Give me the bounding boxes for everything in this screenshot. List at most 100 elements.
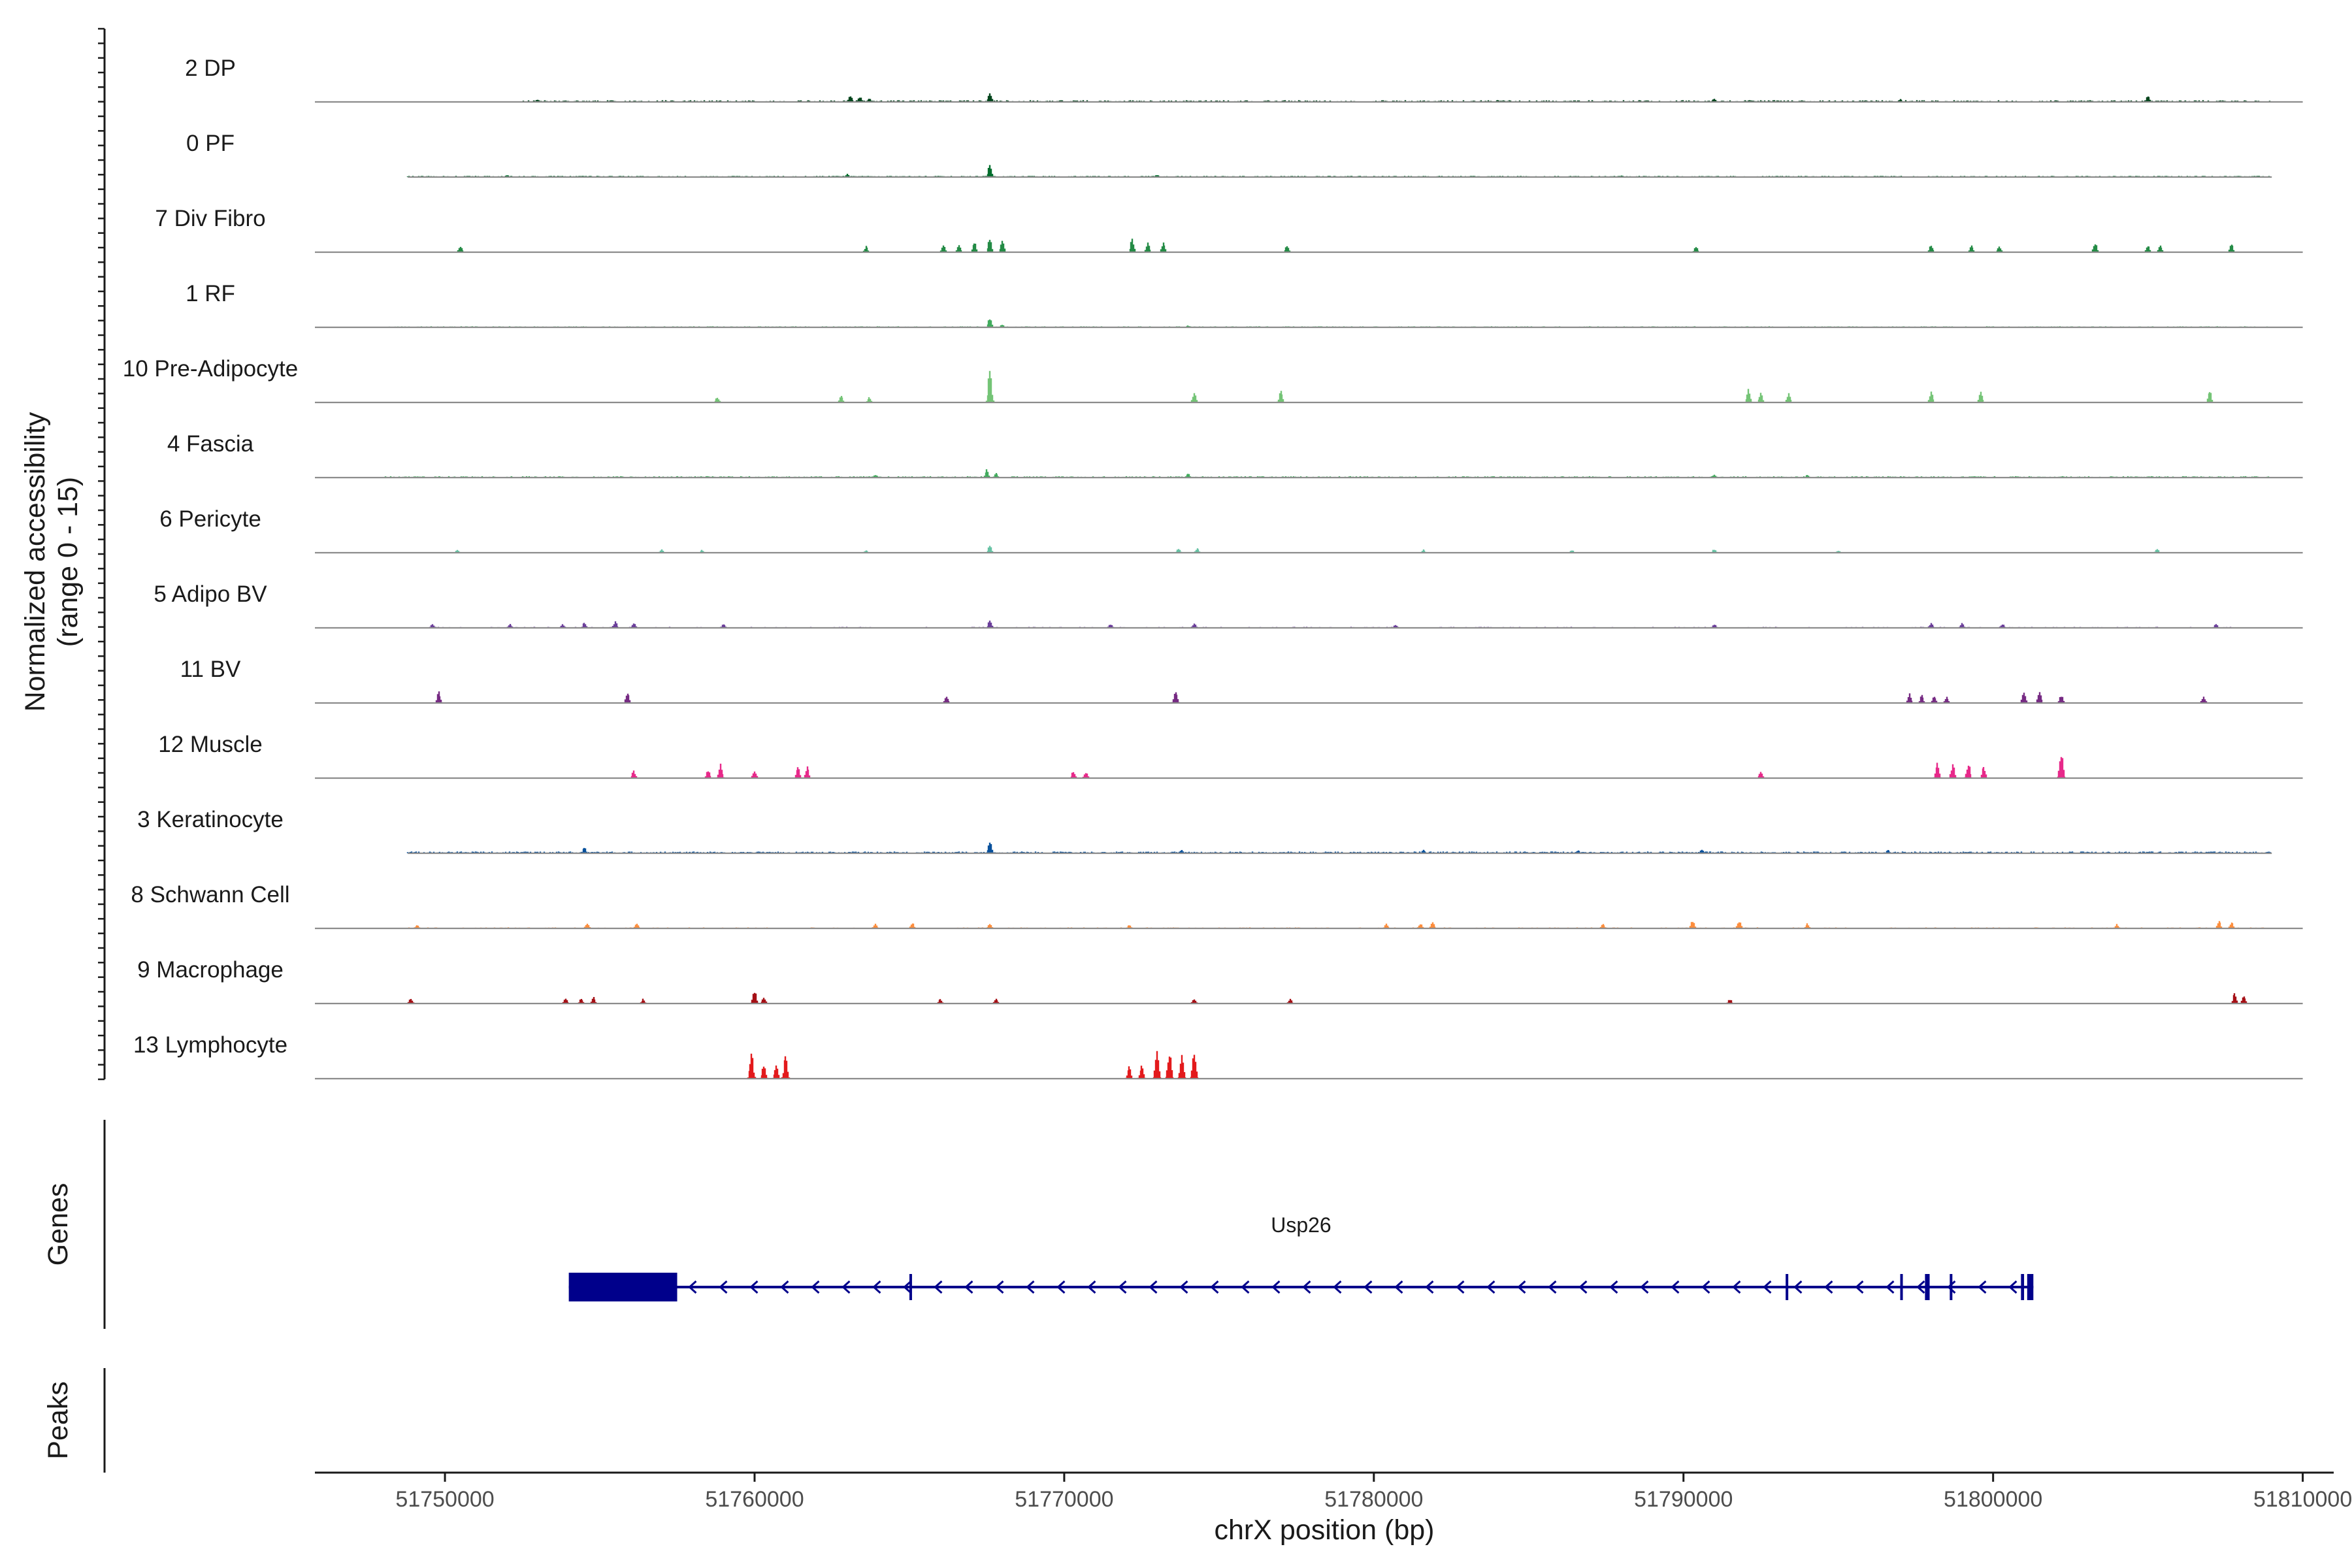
gene-strand-arrow (995, 1280, 1004, 1294)
gene-strand-arrow (1855, 1280, 1864, 1294)
gene-strand-arrow (1394, 1280, 1403, 1294)
y-axis-title: Normalized accessibility (range 0 - 15) (20, 412, 84, 711)
gene-exon (909, 1274, 912, 1300)
gene-strand-arrow (1302, 1280, 1311, 1294)
gene-strand-arrow (1978, 1280, 1987, 1294)
gene-strand-arrow (1916, 1280, 1925, 1294)
track-label: 12 Muscle (158, 732, 263, 757)
gene-exon (2021, 1274, 2025, 1300)
gene-strand-arrow (1056, 1280, 1066, 1294)
track-label: 5 Adipo BV (154, 581, 267, 607)
track-label: 1 RF (186, 281, 235, 306)
track: 12 Muscle (158, 732, 2303, 779)
track: 3 Keratinocyte (137, 807, 2272, 855)
gene-exon (2027, 1274, 2034, 1300)
track: 4 Fascia (167, 431, 2303, 479)
gene-exon (1925, 1274, 1930, 1300)
track-label: 2 DP (185, 56, 236, 81)
gene-strand-arrow (841, 1280, 851, 1294)
gene-strand-arrow (1732, 1280, 1741, 1294)
gene-strand-arrow (1671, 1280, 1680, 1294)
x-axis-ticks: 51750000 51760000 51770000 51780000 51790000… (395, 1473, 2352, 1512)
gene-strand-arrow (1087, 1280, 1096, 1294)
genes-panel: Genes Usp26 (42, 1120, 2034, 1329)
track-label: 7 Div Fibro (155, 206, 265, 231)
track-label: 13 Lymphocyte (133, 1032, 287, 1058)
gene-strand-arrow (1609, 1280, 1618, 1294)
track: 5 Adipo BV (154, 581, 2303, 629)
x-axis-tick-label: 51800000 (1944, 1487, 2042, 1512)
track: 1 RF (186, 281, 2303, 329)
peaks-panel: Peaks (42, 1368, 106, 1473)
gene-model: Usp26 (568, 1213, 2034, 1301)
gene-strand-arrow (780, 1280, 789, 1294)
track-label: 11 BV (180, 657, 241, 682)
y-axis-ticks (98, 27, 105, 1081)
track-label: 3 Keratinocyte (137, 807, 284, 832)
gene-strand-arrow (1886, 1280, 1895, 1294)
gene-strand-arrow (1425, 1280, 1434, 1294)
gene-strand-arrow (1210, 1280, 1219, 1294)
x-axis-tick-label: 51780000 (1324, 1487, 1423, 1512)
gene-strand-arrow (811, 1280, 820, 1294)
x-axis-tick-label: 51770000 (1015, 1487, 1113, 1512)
gene-strand-arrow (1364, 1280, 1373, 1294)
y-axis-title-line2: (range 0 - 15) (52, 477, 84, 647)
track-label: 0 PF (186, 131, 235, 156)
gene-strand-arrow (2008, 1280, 2017, 1294)
peaks-panel-title: Peaks (42, 1381, 74, 1460)
gene-exon (1900, 1274, 1903, 1300)
gene-exon (568, 1273, 678, 1301)
gene-name-label: Usp26 (1271, 1213, 1331, 1237)
track-label: 4 Fascia (167, 431, 254, 457)
track: 13 Lymphocyte (133, 1032, 2303, 1080)
genes-panel-title: Genes (42, 1183, 74, 1266)
gene-strand-arrow (1486, 1280, 1495, 1294)
track-label: 6 Pericyte (159, 506, 261, 532)
track: 9 Macrophage (137, 957, 2303, 1005)
gene-strand-arrow (1517, 1280, 1526, 1294)
gene-strand-arrow (749, 1280, 759, 1294)
gene-strand-arrow (1118, 1280, 1127, 1294)
x-axis-tick-label: 51810000 (2253, 1487, 2352, 1512)
gene-strand-arrow (1578, 1280, 1588, 1294)
gene-strand-arrow (1824, 1280, 1833, 1294)
track: 10 Pre-Adipocyte (123, 356, 2303, 404)
track: 11 BV (180, 657, 2303, 704)
gene-strand-arrow (1793, 1280, 1803, 1294)
y-axis-title-line1: Normalized accessibility (20, 412, 51, 711)
track-label: 9 Macrophage (137, 957, 284, 983)
track: 2 DP (185, 56, 2303, 103)
track: 8 Schwann Cell (131, 882, 2303, 930)
coverage-tracks: 2 DP 0 PF 7 Div Fibro 1 RF 10 Pre-Adipocyte 4… (123, 56, 2303, 1080)
x-axis-title: chrX position (bp) (1215, 1514, 1435, 1546)
gene-strand-arrow (934, 1280, 943, 1294)
x-axis-tick-label: 51750000 (395, 1487, 494, 1512)
gene-strand-arrow (1456, 1280, 1465, 1294)
gene-strand-arrow (1241, 1280, 1250, 1294)
gene-strand-arrow (1149, 1280, 1158, 1294)
track: 7 Div Fibro (155, 206, 2303, 253)
gene-strand-arrow (1026, 1280, 1035, 1294)
gene-strand-arrow (719, 1280, 728, 1294)
track-label: 10 Pre-Adipocyte (123, 356, 298, 382)
gene-strand-arrow (1640, 1280, 1649, 1294)
gene-strand-arrow (1947, 1280, 1956, 1294)
y-axis: Normalized accessibility (range 0 - 15) (20, 27, 106, 1081)
gene-strand-arrow (1179, 1280, 1188, 1294)
gene-strand-arrow (903, 1280, 912, 1294)
gene-strand-arrow (872, 1280, 881, 1294)
gene-strand-arrow (1271, 1280, 1281, 1294)
track: 6 Pericyte (159, 506, 2303, 554)
gene-exon (1950, 1274, 1953, 1300)
track-label: 8 Schwann Cell (131, 882, 289, 907)
x-axis-tick-label: 51760000 (705, 1487, 804, 1512)
track: 0 PF (186, 131, 2272, 178)
gene-strand-arrow (1763, 1280, 1772, 1294)
gene-strand-arrow (1548, 1280, 1557, 1294)
x-axis: 51750000 51760000 51770000 51780000 51790000… (315, 1471, 2352, 1546)
gene-strand-arrow (1333, 1280, 1342, 1294)
x-axis-tick-label: 51790000 (1634, 1487, 1733, 1512)
